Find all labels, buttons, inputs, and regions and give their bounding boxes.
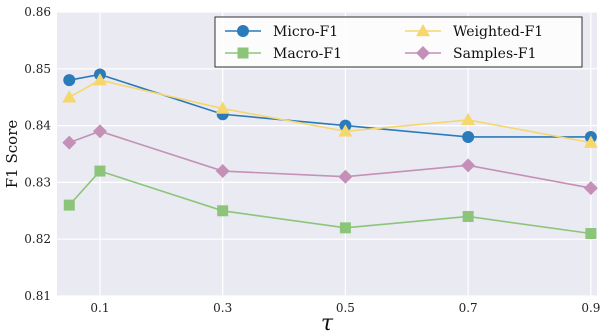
data-point	[461, 158, 476, 173]
series-weighted-f1	[62, 73, 598, 148]
legend-entry: Macro-F1	[225, 46, 342, 62]
y-tick-label: 0.82	[24, 232, 51, 246]
legend-entry: Weighted-F1	[405, 24, 543, 40]
y-tick-label: 0.85	[24, 62, 51, 76]
data-point	[339, 222, 351, 234]
x-tick-label: 0.5	[336, 301, 355, 315]
legend-entry: Micro-F1	[225, 24, 338, 40]
legend-marker	[237, 47, 249, 59]
y-tick-label: 0.81	[24, 289, 51, 303]
x-axis-label: τ	[321, 311, 334, 335]
legend-box	[214, 16, 583, 68]
y-tick-label: 0.86	[24, 5, 51, 19]
data-point	[217, 205, 229, 217]
y-axis-ticks: 0.81 0.82 0.83 0.84 0.85 0.86	[24, 5, 51, 303]
x-tick-label: 0.1	[90, 301, 109, 315]
data-point	[215, 101, 230, 114]
data-point	[62, 90, 77, 103]
data-point	[583, 135, 598, 148]
y-tick-label: 0.83	[24, 175, 51, 189]
x-tick-label: 0.3	[213, 301, 232, 315]
x-tick-label: 0.9	[581, 301, 600, 315]
legend-label: Samples-F1	[453, 46, 536, 62]
series-line	[68, 130, 592, 189]
data-point	[585, 228, 597, 240]
data-point	[92, 124, 107, 139]
series-layer	[62, 68, 598, 240]
data-point	[92, 73, 107, 86]
data-point	[462, 130, 475, 143]
data-point	[215, 164, 230, 179]
legend-marker	[416, 24, 430, 37]
data-point	[63, 74, 76, 87]
x-axis-ticks: 0.1 0.3 0.5 0.7 0.9	[90, 301, 600, 315]
legend-entry: Samples-F1	[405, 46, 536, 62]
series-macro-f1	[63, 165, 597, 240]
legend-label: Micro-F1	[273, 24, 338, 40]
data-point	[94, 165, 106, 177]
x-tick-label: 0.7	[459, 301, 478, 315]
series-samples-f1	[62, 124, 598, 196]
data-point	[462, 210, 474, 222]
data-point	[338, 124, 353, 137]
data-point	[583, 181, 598, 196]
y-tick-label: 0.84	[24, 119, 51, 133]
legend-label: Macro-F1	[273, 46, 342, 62]
legend-marker	[416, 46, 430, 60]
data-point	[338, 169, 353, 184]
series-line	[68, 170, 591, 235]
y-axis-label: F1 Score	[3, 120, 21, 189]
legend-marker	[237, 25, 249, 37]
data-point	[461, 112, 476, 126]
legend: Micro-F1 Weighted-F1 Macro-F1 Samples-F1	[214, 16, 583, 68]
data-point	[62, 135, 77, 150]
legend-label: Weighted-F1	[453, 24, 543, 40]
data-point	[63, 199, 75, 211]
